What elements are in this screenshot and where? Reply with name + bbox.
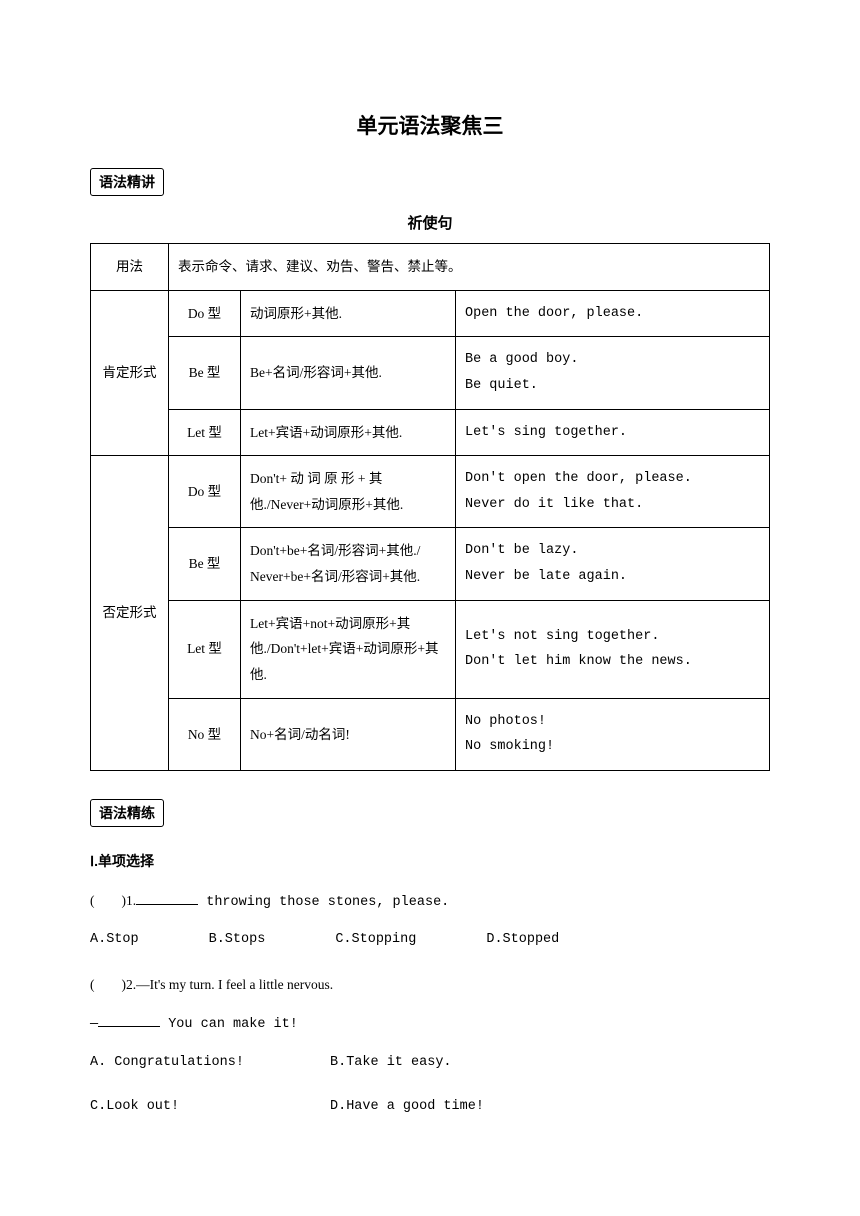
blank-input[interactable] [98,1013,160,1027]
q1-options: A.Stop B.Stops C.Stopping D.Stopped [90,925,770,955]
formula-cell: Let+宾语+动词原形+其他. [241,409,456,456]
type-cell: Let 型 [169,600,241,698]
example-cell: Open the door, please. [456,290,770,337]
q2-line2-suffix: You can make it! [160,1017,298,1032]
q2-options-row1: A. Congratulations! B.Take it easy. [90,1048,770,1078]
type-cell: Let 型 [169,409,241,456]
option-c[interactable]: C.Stopping [335,925,416,955]
type-cell: No 型 [169,698,241,770]
question-2-line2: — You can make it! [90,1009,770,1041]
question-1: ( )1. throwing those stones, please. [90,885,770,919]
q1-suffix: throwing those stones, please. [198,895,449,910]
option-a[interactable]: A.Stop [90,925,139,955]
table-row: Be 型 Be+名词/形容词+其他. Be a good boy. Be qui… [91,337,770,409]
table-row: Let 型 Let+宾语+动词原形+其他. Let's sing togethe… [91,409,770,456]
example-cell: No photos! No smoking! [456,698,770,770]
option-a[interactable]: A. Congratulations! [90,1048,330,1078]
example-cell: Don't open the door, please. Never do it… [456,456,770,528]
table-row: No 型 No+名词/动名词! No photos! No smoking! [91,698,770,770]
formula-cell: No+名词/动名词! [241,698,456,770]
question-2: ( )2.—It's my turn. I feel a little nerv… [90,969,770,1003]
option-d[interactable]: D.Stopped [486,925,559,955]
option-c[interactable]: C.Look out! [90,1092,330,1122]
formula-cell: 动词原形+其他. [241,290,456,337]
type-cell: Be 型 [169,337,241,409]
table-row: 用法 表示命令、请求、建议、劝告、警告、禁止等。 [91,244,770,291]
section2-label: 语法精练 [90,799,164,827]
section2-heading: Ⅰ.单项选择 [90,851,770,871]
example-cell: Be a good boy. Be quiet. [456,337,770,409]
table-row: Be 型 Don't+be+名词/形容词+其他./ Never+be+名词/形容… [91,528,770,600]
blank-input[interactable] [136,891,198,905]
formula-cell: Don't+be+名词/形容词+其他./ Never+be+名词/形容词+其他. [241,528,456,600]
example-cell: Let's sing together. [456,409,770,456]
usage-text-cell: 表示命令、请求、建议、劝告、警告、禁止等。 [169,244,770,291]
table-row: Let 型 Let+宾语+not+动词原形+其他./Don't+let+宾语+动… [91,600,770,698]
table-row: 否定形式 Do 型 Don't+ 动 词 原 形 + 其他./Never+动词原… [91,456,770,528]
option-d[interactable]: D.Have a good time! [330,1092,570,1122]
usage-label-cell: 用法 [91,244,169,291]
option-b[interactable]: B.Take it easy. [330,1048,570,1078]
q1-prefix: ( )1. [90,893,136,908]
type-cell: Do 型 [169,456,241,528]
section1-label: 语法精讲 [90,168,164,196]
type-cell: Be 型 [169,528,241,600]
q2-prefix: ( )2.—It's my turn. I feel a little nerv… [90,977,333,992]
formula-cell: Be+名词/形容词+其他. [241,337,456,409]
example-cell: Don't be lazy. Never be late again. [456,528,770,600]
negative-label-cell: 否定形式 [91,456,169,771]
table-subtitle: 祈使句 [90,212,770,233]
grammar-table: 用法 表示命令、请求、建议、劝告、警告、禁止等。 肯定形式 Do 型 动词原形+… [90,243,770,771]
formula-cell: Let+宾语+not+动词原形+其他./Don't+let+宾语+动词原形+其他… [241,600,456,698]
type-cell: Do 型 [169,290,241,337]
affirm-label-cell: 肯定形式 [91,290,169,456]
q2-options-row2: C.Look out! D.Have a good time! [90,1092,770,1122]
page-title: 单元语法聚焦三 [90,110,770,140]
q2-line2-prefix: — [90,1017,98,1032]
option-b[interactable]: B.Stops [209,925,266,955]
example-cell: Let's not sing together. Don't let him k… [456,600,770,698]
table-row: 肯定形式 Do 型 动词原形+其他. Open the door, please… [91,290,770,337]
formula-cell: Don't+ 动 词 原 形 + 其他./Never+动词原形+其他. [241,456,456,528]
